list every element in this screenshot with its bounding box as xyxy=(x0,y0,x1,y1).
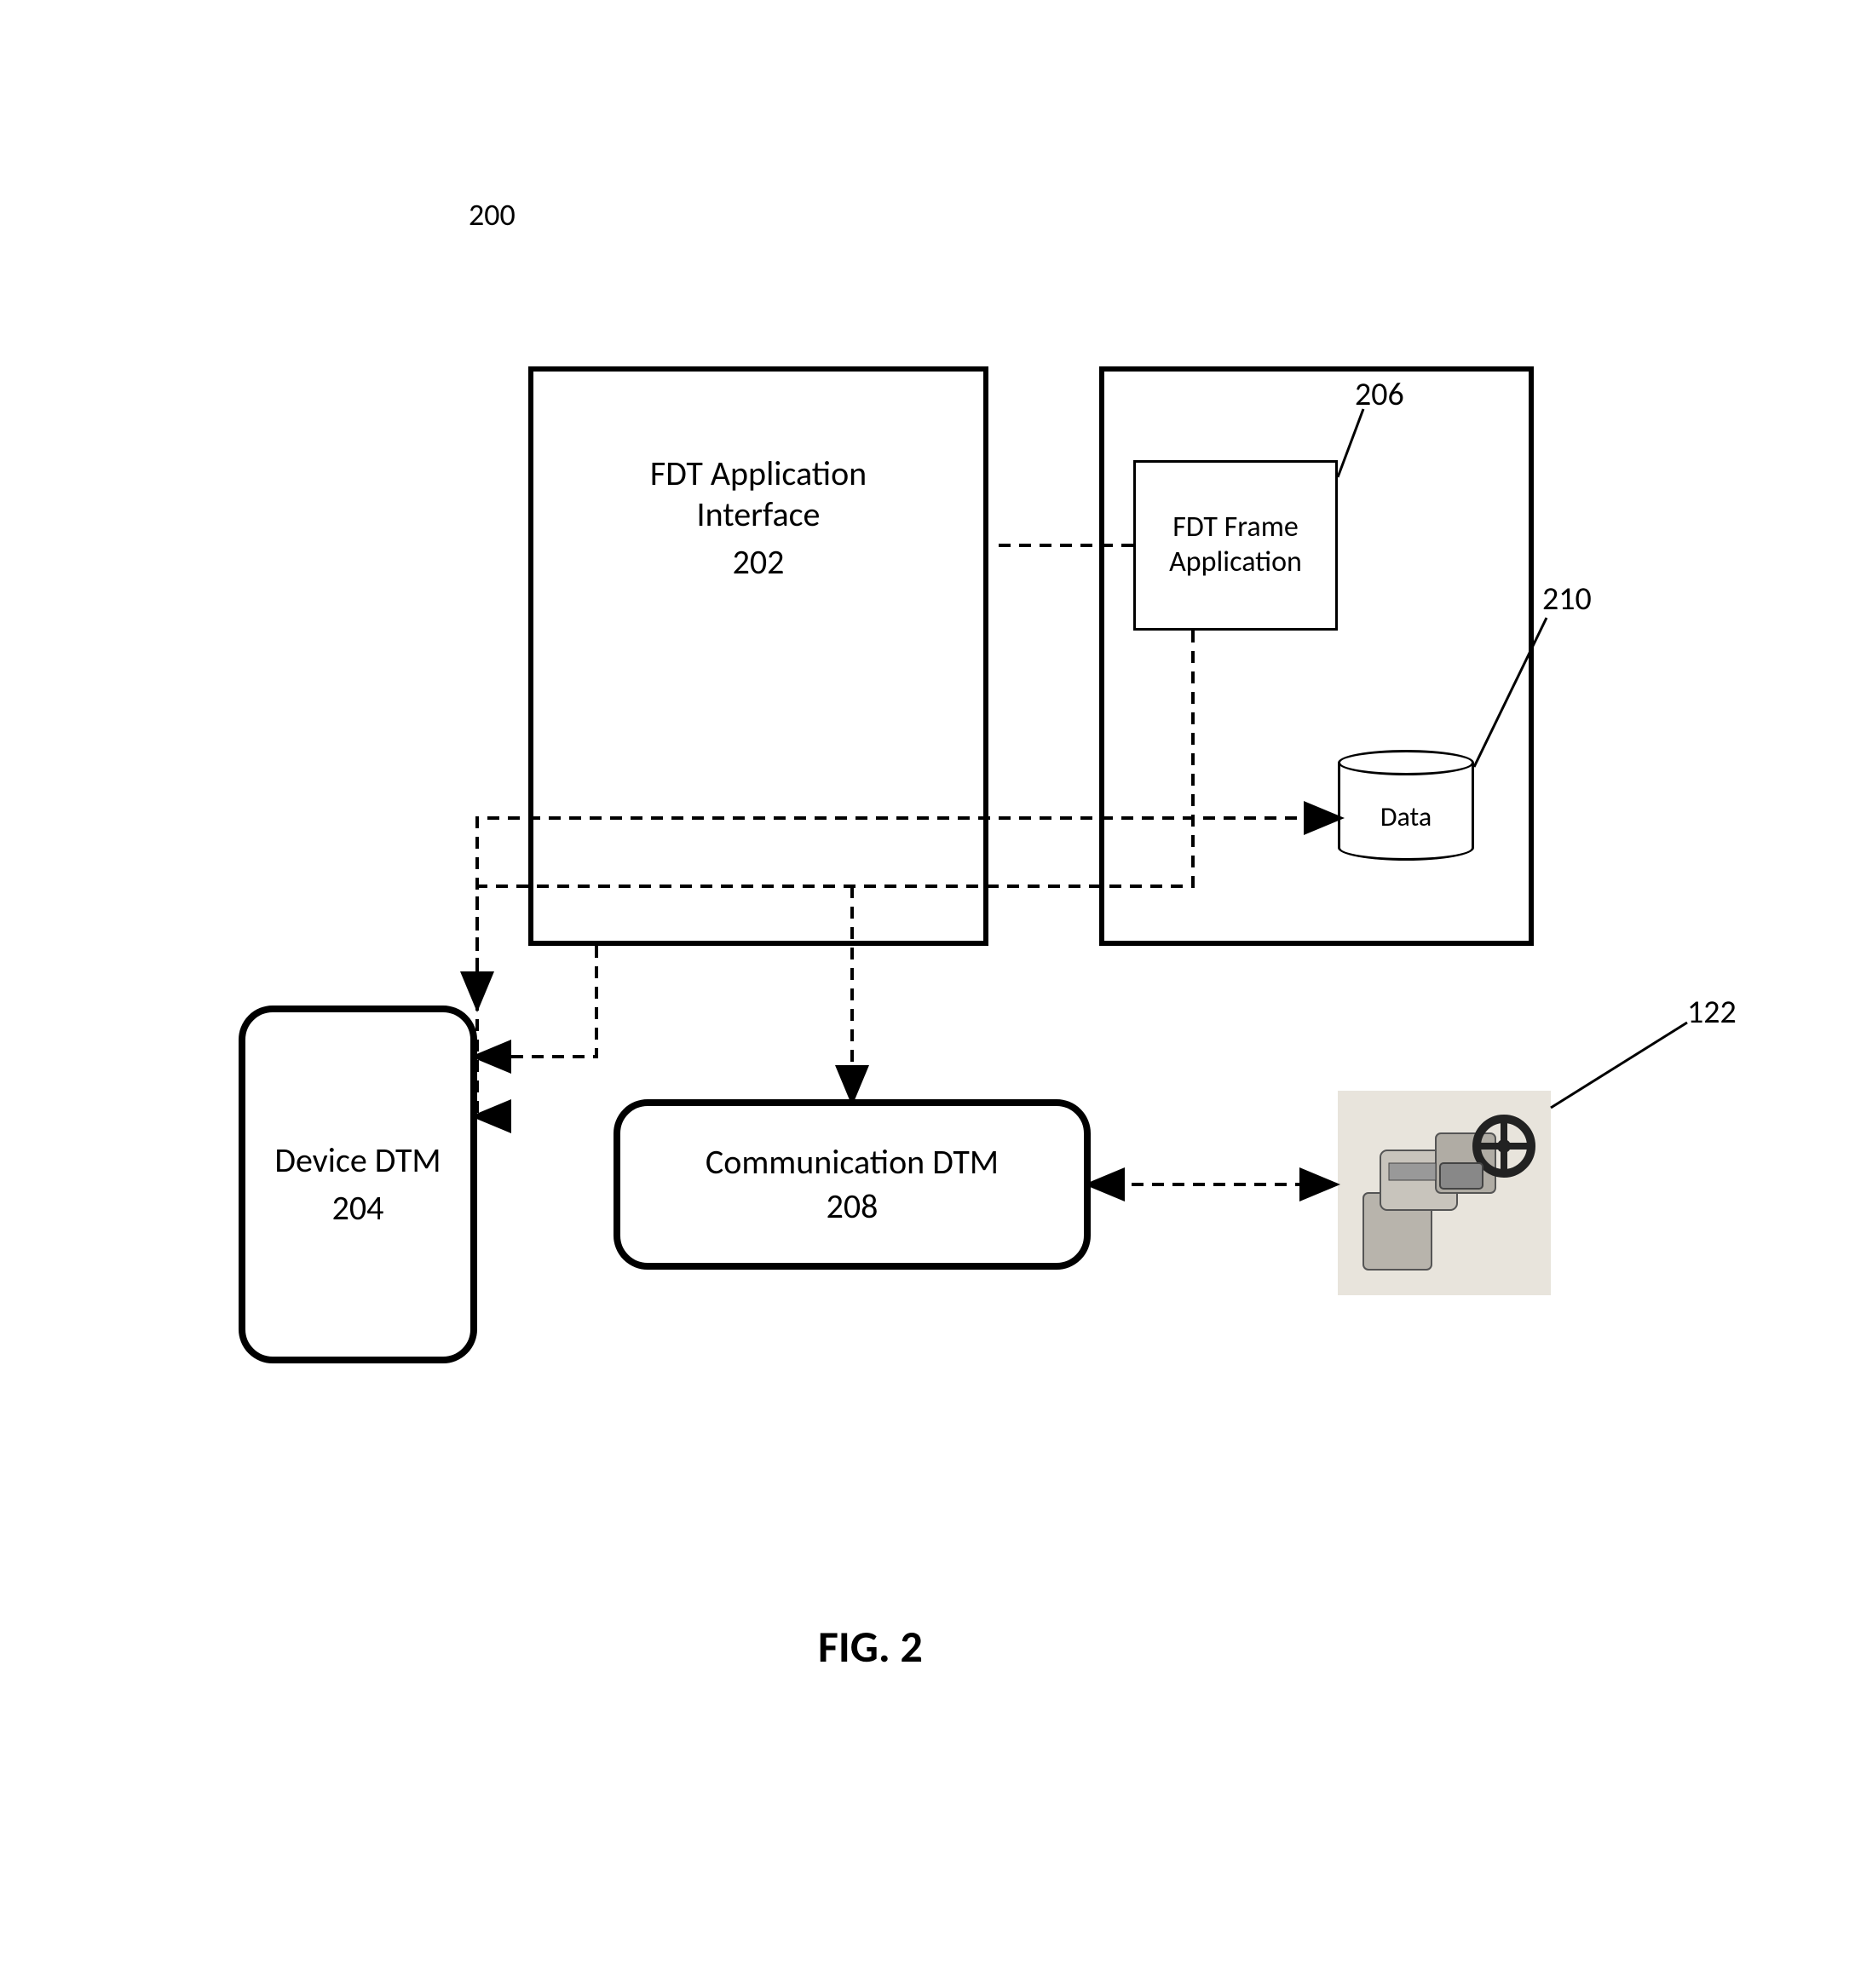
connectors-svg xyxy=(0,0,1855,1988)
figure-caption: FIG. 2 xyxy=(818,1619,923,1674)
cylinder-top xyxy=(1338,750,1474,775)
diagram-container: 200 FDT Application Interface 202 FDT Fr… xyxy=(0,0,1855,1988)
